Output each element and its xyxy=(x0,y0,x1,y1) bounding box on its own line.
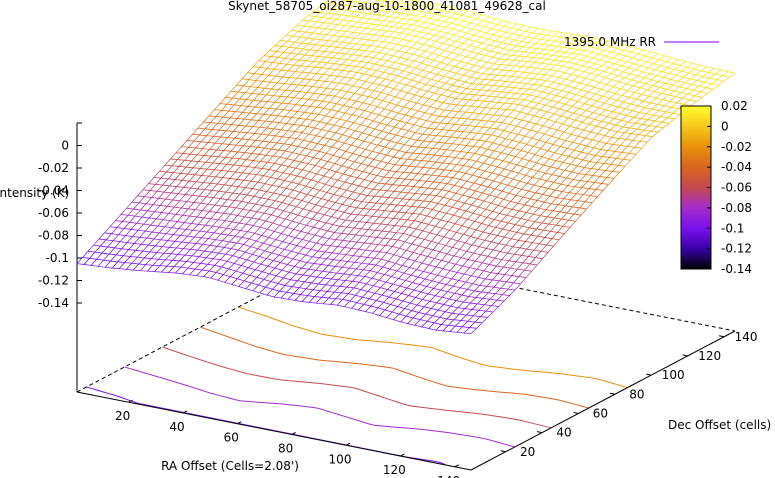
x-tick-label: 140 xyxy=(437,474,460,478)
x-axis-label: RA Offset (Cells=2.08') xyxy=(161,459,299,473)
y-tick-label: 140 xyxy=(735,330,758,344)
x-tick xyxy=(345,442,351,446)
colorbar-tick-label: -0.04 xyxy=(721,160,752,174)
x-tick xyxy=(182,410,188,414)
z-tick-label: -0.04 xyxy=(38,184,69,198)
colorbar-tick-label: 0 xyxy=(721,119,729,133)
contour-line xyxy=(162,346,552,429)
y-tick-label: 80 xyxy=(629,387,644,401)
x-tick xyxy=(237,421,242,425)
colorbar-tick-label: -0.1 xyxy=(721,221,744,235)
x-tick-label: 40 xyxy=(169,420,184,434)
colorbar-tick-label: 0.02 xyxy=(721,99,748,113)
x-tick-label: 20 xyxy=(115,409,130,423)
axis-line xyxy=(470,330,736,471)
z-tick-label: 0 xyxy=(61,139,69,153)
colorbar-tick-label: -0.02 xyxy=(721,140,752,154)
z-tick-label: -0.06 xyxy=(38,206,69,220)
y-tick xyxy=(500,450,506,453)
x-tick xyxy=(291,432,296,435)
y-tick xyxy=(573,411,579,414)
legend-label: 1395.0 MHz RR xyxy=(564,35,656,49)
y-tick xyxy=(536,431,543,434)
z-tick-label: -0.12 xyxy=(38,274,69,288)
axis-ticks: 20 40 60 80 100 120 140 20 40 60 80 100 120 140 0 -0.02… xyxy=(38,122,758,478)
colorbar: 0.02 0 -0.02 -0.04 -0.06 -0.08 -0.1 -0.12 -0.14 xyxy=(680,99,752,276)
z-tick-label: -0.02 xyxy=(38,161,69,175)
y-tick xyxy=(718,335,725,338)
legend: 1395.0 MHz RR xyxy=(564,35,719,49)
x-tick-label: 80 xyxy=(278,441,293,455)
colorbar-tick-label: -0.12 xyxy=(721,242,752,256)
contour-line xyxy=(86,386,446,465)
x-tick xyxy=(400,453,405,457)
y-tick-label: 100 xyxy=(662,368,685,382)
z-tick-label: -0.14 xyxy=(38,296,69,310)
y-tick-label: 40 xyxy=(556,426,571,440)
y-axis-label: Dec Offset (cells) xyxy=(668,418,771,432)
x-tick-label: 100 xyxy=(329,452,352,466)
x-tick-label: 60 xyxy=(224,431,239,445)
colorbar-ticks: 0.02 0 -0.02 -0.04 -0.06 -0.08 -0.1 -0.12 -0.14 xyxy=(707,99,752,276)
z-tick-label: -0.1 xyxy=(46,251,69,265)
y-tick-label: 20 xyxy=(520,445,535,459)
y-tick-label: 120 xyxy=(698,349,721,363)
colorbar-tick-label: -0.14 xyxy=(721,262,752,276)
contour-line xyxy=(200,326,589,409)
x-tick xyxy=(454,464,459,468)
x-tick xyxy=(128,399,133,403)
y-tick-label: 60 xyxy=(593,406,608,420)
chart-title: Skynet_58705_oi287-aug-10-1800_41081_496… xyxy=(228,0,546,13)
colorbar-tick-label: -0.06 xyxy=(721,181,752,195)
x-tick-label: 120 xyxy=(383,463,406,477)
y-tick xyxy=(682,354,688,357)
y-tick xyxy=(609,392,615,395)
colorbar-gradient xyxy=(680,105,712,270)
axis-line xyxy=(76,391,472,471)
base-contours xyxy=(86,306,628,465)
contour-line xyxy=(238,306,628,389)
colorbar-tick-label: -0.08 xyxy=(721,201,752,215)
z-tick-label: -0.08 xyxy=(38,229,69,243)
surface-mesh xyxy=(76,0,736,335)
contour-line xyxy=(124,366,515,448)
y-tick xyxy=(646,373,652,376)
z-axis-label: Intensity (K) xyxy=(0,186,69,200)
surface-cell xyxy=(463,327,478,335)
